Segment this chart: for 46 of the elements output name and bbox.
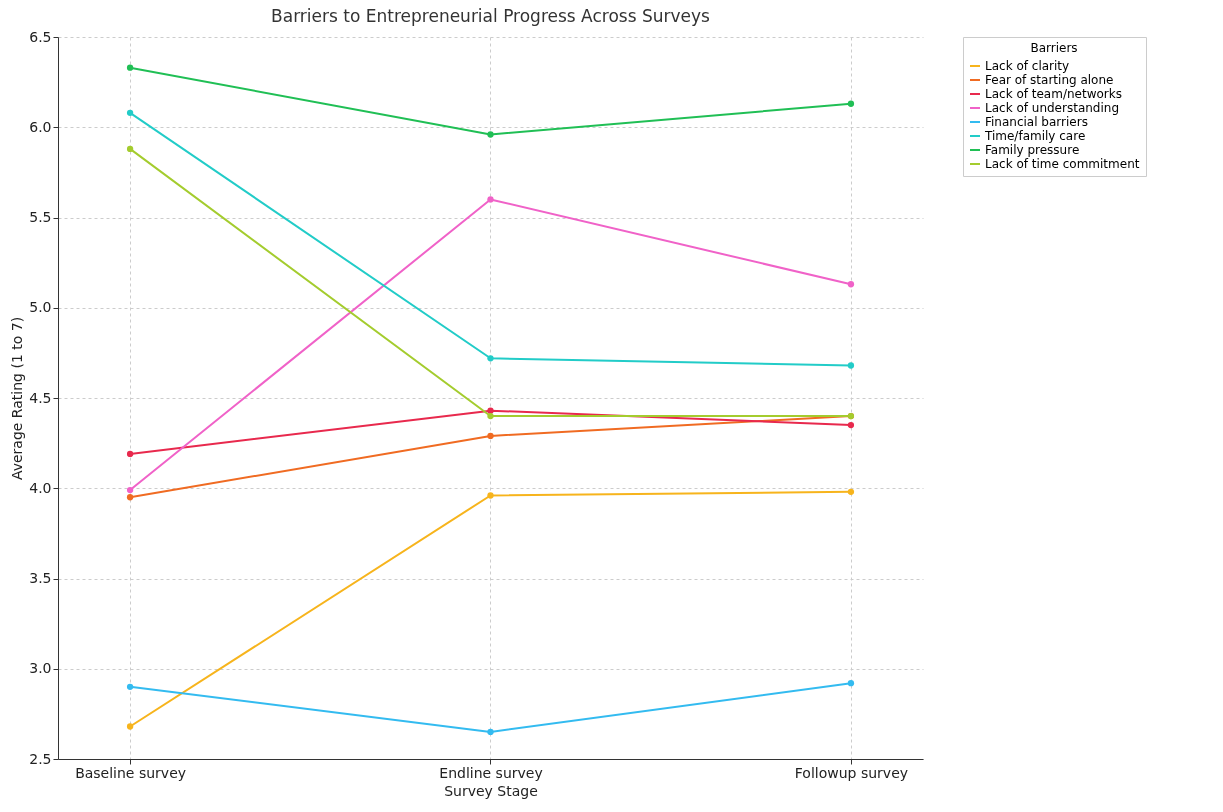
point	[487, 131, 494, 138]
point	[126, 723, 134, 730]
point	[847, 680, 855, 687]
legend-label: Lack of understanding	[985, 101, 1120, 115]
point	[847, 100, 855, 107]
y-axis-title: Average Rating (1 to 7)	[9, 316, 26, 481]
point	[487, 412, 494, 420]
point	[487, 432, 494, 440]
chart-title: Barriers to Entrepreneurial Progress Across Surveys	[271, 6, 711, 26]
point	[487, 196, 494, 203]
point	[126, 486, 134, 494]
legend-label: Time/family care	[984, 129, 1086, 143]
y-tick-label: 4.5	[29, 389, 52, 406]
legend-label: Financial barriers	[985, 115, 1088, 129]
y-tick-label: 4.0	[29, 479, 52, 496]
y-tick-label: 3.0	[29, 660, 52, 677]
legend-label: Fear of starting alone	[985, 73, 1114, 87]
y-tick-label: 3.5	[29, 570, 52, 586]
point	[126, 109, 134, 116]
point	[847, 421, 855, 429]
point	[847, 488, 855, 496]
point	[847, 281, 855, 288]
y-tick-label: 5.5	[29, 209, 52, 225]
point	[487, 492, 494, 499]
x-tick-label: Followup survey	[794, 764, 909, 781]
legend-label: Lack of team/networks	[985, 87, 1122, 101]
legend-label: Family pressure	[985, 143, 1080, 157]
y-tick-label: 6.0	[29, 118, 52, 135]
legend-title: Barriers	[1030, 41, 1078, 55]
point	[126, 145, 134, 153]
x-axis-title: Survey Stage	[444, 782, 538, 799]
point	[126, 64, 134, 71]
x-tick-label: Baseline survey	[75, 764, 187, 781]
legend-label: Lack of clarity	[985, 59, 1070, 73]
point	[487, 355, 494, 362]
point	[847, 362, 855, 369]
point	[487, 407, 494, 414]
y-tick-label: 2.5	[29, 750, 52, 767]
point	[487, 728, 494, 736]
legend-label: Lack of time commitment	[985, 157, 1140, 171]
y-tick-label: 5.0	[29, 299, 52, 316]
point	[126, 450, 134, 458]
point	[126, 683, 134, 690]
x-tick-label: Endline survey	[439, 764, 543, 781]
point	[126, 494, 134, 501]
y-tick-label: 6.5	[29, 28, 52, 45]
